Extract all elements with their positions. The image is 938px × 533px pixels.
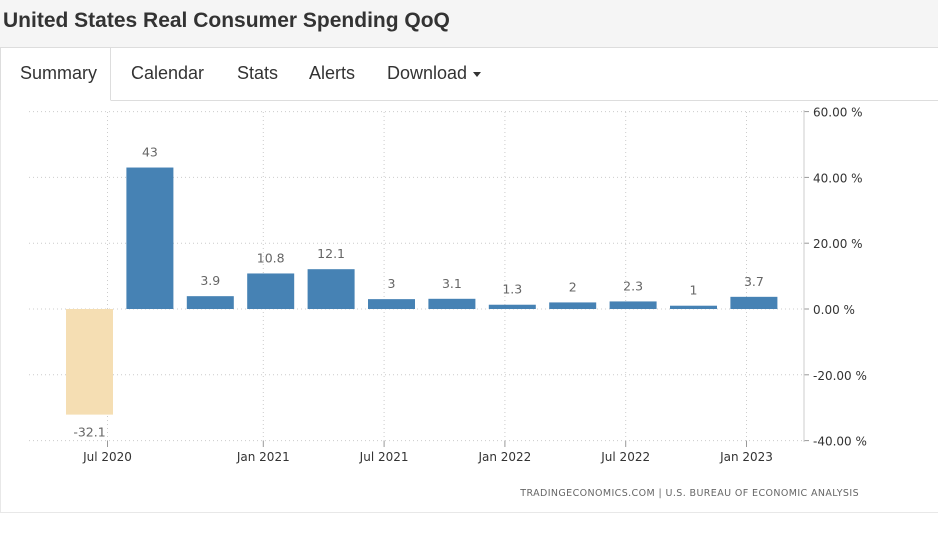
data-label-2022-Q4: 1	[690, 283, 698, 298]
x-tick-label: Jul 2022	[600, 450, 650, 464]
data-label-2023-Q1: 3.7	[744, 274, 764, 289]
x-axis: Jul 2020 Jan 2021 Jul 2021 Jan 2022 Jul 2022…	[82, 441, 773, 464]
data-label-2021-Q2: 12.1	[317, 246, 345, 261]
y-tick-label: 0.00 %	[813, 303, 855, 317]
tab-bar: Summary Calendar Stats Alerts Download	[0, 48, 938, 101]
data-labels: -32.1 43 3.9 10.8 12.1 3 3.1 1.3 2 2.3 1 3.7	[73, 145, 764, 440]
bar-2020-Q4[interactable]	[186, 296, 234, 309]
x-tick-label: Jan 2023	[719, 450, 773, 464]
y-tick-label: 60.00 %	[813, 106, 863, 120]
data-label-2022-Q3: 2.3	[623, 278, 643, 293]
bar-2021-Q2[interactable]	[307, 269, 355, 309]
data-label-2021-Q4: 3.1	[442, 276, 462, 291]
data-label-2020-Q2: -32.1	[73, 425, 105, 440]
y-axis: 60.00 % 40.00 % 20.00 % 0.00 % -20.00 % -40.0…	[803, 106, 867, 449]
bar-chart: -32.1 43 3.9 10.8 12.1 3 3.1 1.3 2 2.3 1 3.7 Jul 20…	[29, 106, 867, 499]
data-label-2020-Q4: 3.9	[200, 273, 220, 288]
bar-2020-Q2[interactable]	[66, 309, 113, 415]
bar-2021-Q1[interactable]	[247, 273, 295, 309]
chart-source: TRADINGECONOMICS.COM | U.S. BUREAU OF EC…	[519, 488, 859, 499]
x-tick-label: Jul 2021	[359, 450, 409, 464]
bar-2020-Q3[interactable]	[126, 167, 174, 309]
bar-2023-Q1[interactable]	[730, 296, 778, 309]
chevron-down-icon	[473, 71, 482, 77]
x-tick-label: Jul 2020	[82, 450, 132, 464]
tab-calendar[interactable]: Calendar	[131, 63, 205, 83]
data-label-2021-Q3: 3	[388, 276, 396, 291]
tab-summary[interactable]: Summary	[0, 48, 112, 101]
y-tick-label: 40.00 %	[813, 171, 863, 185]
page-title: United States Real Consumer Spending QoQ	[3, 9, 450, 32]
y-tick-label: 20.00 %	[813, 237, 863, 251]
data-label-2022-Q1: 1.3	[502, 282, 522, 297]
y-tick-label: -20.00 %	[813, 369, 867, 383]
page-header: United States Real Consumer Spending QoQ	[0, 0, 938, 48]
bars	[66, 167, 778, 415]
data-label-2021-Q1: 10.8	[257, 250, 285, 265]
chart-panel: -32.1 43 3.9 10.8 12.1 3 3.1 1.3 2 2.3 1 3.7 Jul 20…	[0, 100, 938, 513]
tab-download[interactable]: Download	[387, 48, 482, 101]
y-tick-label: -40.00 %	[813, 435, 867, 449]
bar-2022-Q3[interactable]	[609, 301, 657, 309]
bar-2021-Q3[interactable]	[368, 299, 415, 309]
bar-2022-Q4[interactable]	[670, 305, 717, 309]
data-label-2020-Q3: 43	[142, 145, 158, 160]
tab-stats[interactable]: Stats	[237, 63, 279, 83]
bar-2022-Q1[interactable]	[488, 304, 536, 309]
x-tick-label: Jan 2022	[477, 450, 531, 464]
tab-alerts[interactable]: Alerts	[309, 63, 356, 83]
bar-2021-Q4[interactable]	[428, 298, 476, 309]
data-label-2022-Q2: 2	[569, 279, 577, 294]
tab-download-label: Download	[387, 63, 468, 83]
x-tick-label: Jan 2021	[236, 450, 290, 464]
bar-2022-Q2[interactable]	[549, 302, 597, 309]
